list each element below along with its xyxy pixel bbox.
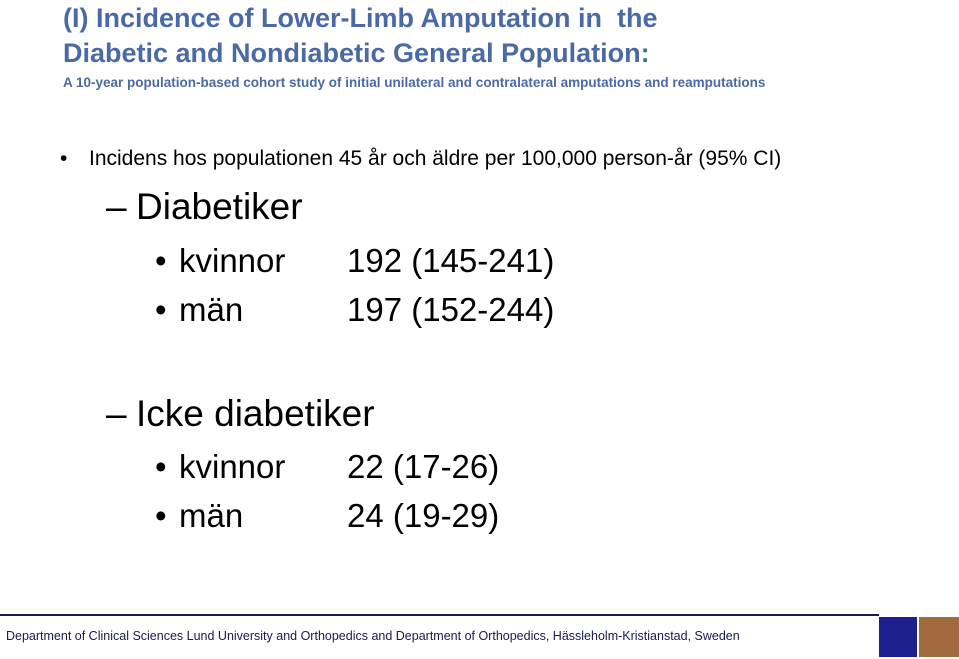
row-label: män bbox=[179, 497, 244, 534]
bullet-dot: • bbox=[60, 147, 68, 170]
row-bullet: • bbox=[155, 242, 167, 279]
row-bullet: • bbox=[155, 448, 167, 485]
group-heading-icke-diabetiker: – Icke diabetiker bbox=[106, 392, 375, 436]
bullet-incidence-text: Incidens hos populationen 45 år och äldr… bbox=[89, 147, 782, 170]
slide-title: (I) Incidence of Lower-Limb Amputation i… bbox=[63, 3, 658, 68]
group-heading-diabetiker: – Diabetiker bbox=[106, 185, 303, 229]
row-bullet: • bbox=[155, 291, 167, 328]
group-heading-text: Diabetiker bbox=[136, 186, 303, 227]
dash-marker: – bbox=[106, 393, 127, 434]
footer-divider bbox=[0, 614, 879, 616]
footer-blue-block bbox=[879, 617, 917, 657]
row-label: kvinnor bbox=[179, 448, 286, 485]
row-value: 192 (145-241) bbox=[347, 242, 555, 279]
row-label: kvinnor bbox=[179, 242, 286, 279]
dash-marker: – bbox=[106, 186, 127, 227]
footer-brown-block bbox=[919, 617, 959, 657]
row-label: män bbox=[179, 291, 244, 328]
slide-subtitle: A 10-year population-based cohort study … bbox=[63, 75, 766, 90]
row-value: 22 (17-26) bbox=[347, 448, 500, 485]
row-value: 197 (152-244) bbox=[347, 291, 555, 328]
row-bullet: • bbox=[155, 497, 167, 534]
footer-department-text: Department of Clinical Sciences Lund Uni… bbox=[6, 629, 740, 643]
group-heading-text: Icke diabetiker bbox=[136, 393, 375, 434]
row-value: 24 (19-29) bbox=[347, 497, 500, 534]
